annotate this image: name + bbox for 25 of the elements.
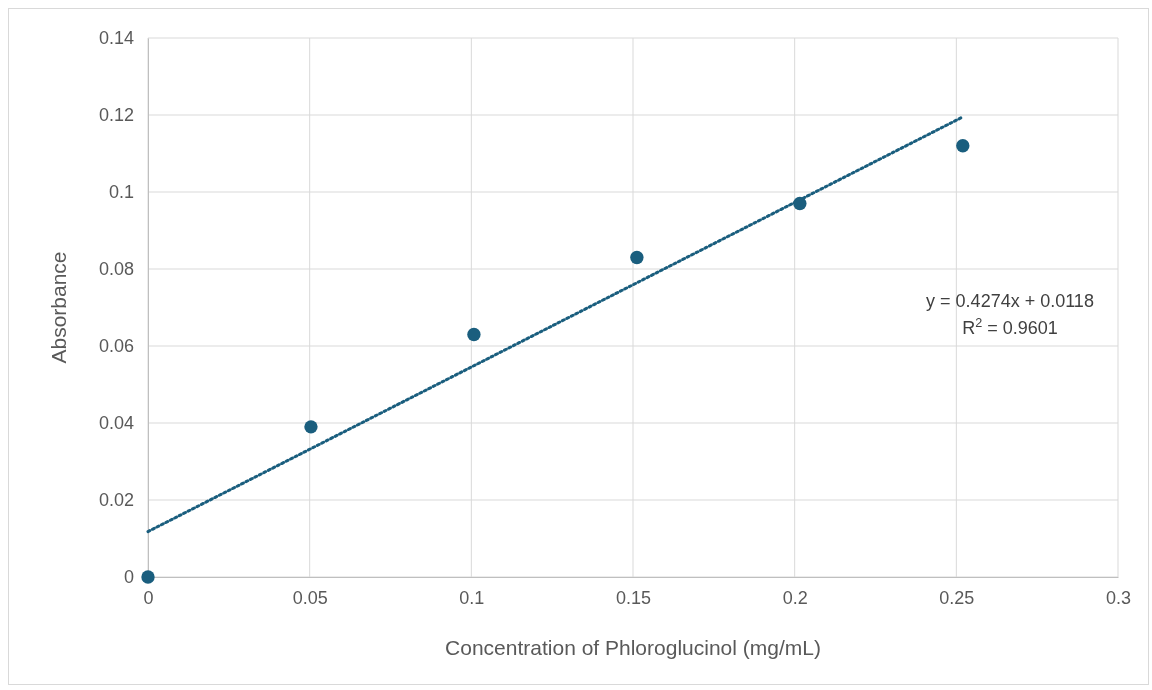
- annotation: y = 0.4274x + 0.0118: [926, 291, 1094, 311]
- point: [141, 570, 155, 584]
- annotation: R$^{2}$ = 0.9601: [962, 316, 1058, 338]
- x-tick-label: 0.25: [939, 587, 975, 608]
- y-tick-label: 0.04: [98, 413, 134, 434]
- point: [467, 327, 481, 342]
- x-tick-label: 0.05: [292, 587, 328, 608]
- x-tick-label: 0.1: [459, 587, 485, 608]
- y-tick-label: 0.14: [98, 28, 134, 49]
- y-tick-label: 0.12: [98, 105, 134, 126]
- point: [630, 250, 644, 265]
- y-axis-title: Absorbance: [47, 251, 70, 364]
- y-tick-label: 0.06: [98, 336, 134, 357]
- x-tick-label: 0.3: [1105, 587, 1132, 608]
- y-tick-label: 0: [123, 567, 134, 588]
- x-tick-label: 0: [143, 587, 154, 608]
- point: [956, 139, 970, 153]
- x-tick-label: 0.15: [615, 587, 652, 608]
- point: [304, 420, 318, 434]
- y-tick-label: 0.08: [98, 259, 134, 280]
- x-tick-label: 0.2: [782, 587, 808, 608]
- y-tick-label: 0.02: [98, 490, 134, 511]
- y-tick-label: 0.1: [108, 182, 134, 203]
- point: [793, 196, 807, 211]
- x-axis-title: Concentration of Phloroglucinol (mg/mL): [445, 636, 821, 659]
